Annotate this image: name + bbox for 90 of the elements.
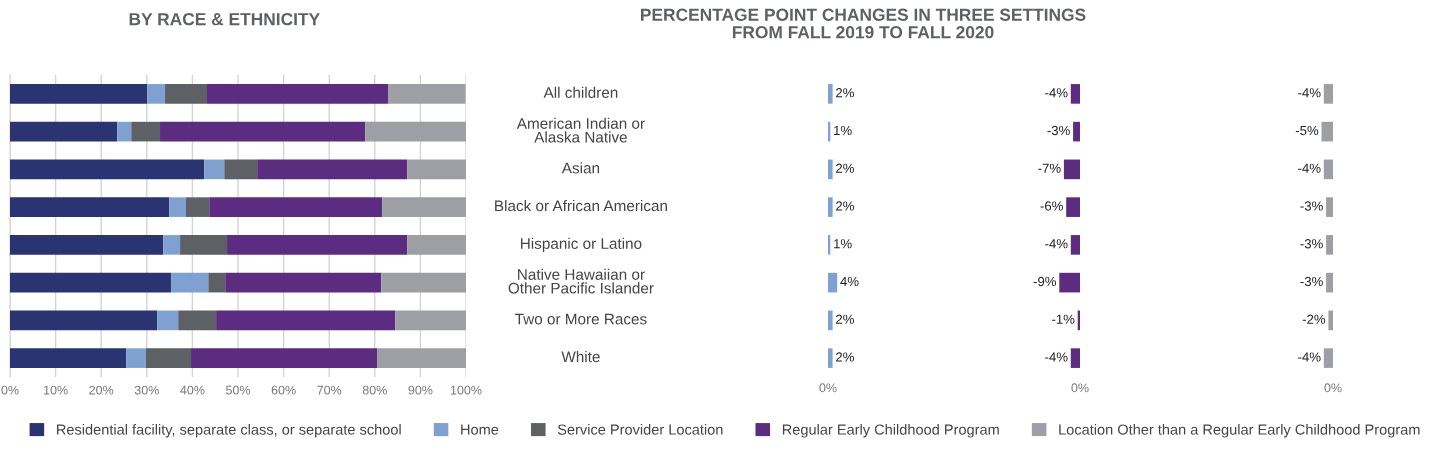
bar [395, 310, 466, 331]
bar [10, 348, 127, 368]
y-tick-label: White [561, 351, 600, 363]
y-tick-label: Native Hawaiian or Other Pacific Islander [508, 268, 654, 294]
x-tick-label: 40% [180, 385, 205, 395]
bar [170, 272, 209, 293]
bar [10, 197, 170, 217]
legend-label: Location Other than a Regular Early Childhood Program [1059, 424, 1420, 438]
bar [407, 159, 466, 180]
bar [407, 235, 466, 255]
data-label: 2% [836, 163, 854, 173]
bar [10, 159, 205, 180]
bar [206, 84, 389, 104]
x-tick-label: 10% [44, 385, 68, 395]
data-label: -4% [1045, 88, 1068, 98]
bar [10, 121, 118, 142]
bar [186, 197, 210, 217]
data-label: 1% [834, 125, 852, 136]
bar [388, 84, 466, 104]
bar [157, 310, 179, 331]
legend-label: Home [461, 424, 499, 435]
bar [382, 197, 466, 217]
legend-label: Regular Early Childhood Program [782, 424, 999, 438]
data-label: 1% [834, 239, 852, 249]
bar [145, 348, 192, 368]
data-label: -2% [1302, 314, 1326, 324]
data-label: 2% [836, 88, 854, 98]
bar [191, 348, 378, 368]
data-label: 2% [836, 314, 854, 324]
chart-title: PERCENTAGE POINT CHANGES IN THREE SETTINGS FROM FALL 2019 TO FALL 2020 [641, 8, 1086, 39]
y-tick-label: All children [543, 86, 618, 98]
data-label: -4% [1045, 352, 1068, 362]
data-label: -5% [1295, 125, 1319, 136]
data-label: -4% [1045, 239, 1068, 249]
legend-label: Residential facility, separate class, or separate school [57, 424, 401, 438]
x-tick-label: 60% [271, 385, 296, 395]
x-tick-label: 70% [317, 385, 342, 395]
bar [208, 272, 226, 293]
bar [10, 310, 158, 331]
bar [216, 310, 396, 331]
data-label: -3% [1047, 125, 1070, 136]
bar [147, 84, 166, 104]
bar [163, 235, 181, 255]
y-tick-label: Asian [561, 162, 600, 174]
bar [169, 197, 187, 217]
data-label: 2% [836, 201, 854, 211]
data-label: -3% [1300, 201, 1323, 211]
data-label: 4% [840, 276, 859, 287]
data-label: -4% [1298, 352, 1321, 362]
bar [224, 159, 258, 180]
bar [381, 272, 466, 293]
bar [165, 84, 207, 104]
y-tick-label: American Indian or Alaska Native [516, 117, 645, 143]
data-label: -7% [1038, 163, 1061, 173]
bar [209, 197, 383, 217]
bar [10, 84, 148, 104]
bar [225, 272, 382, 293]
x-tick-label: 90% [408, 385, 433, 395]
data-label: -6% [1040, 201, 1063, 211]
bar [131, 121, 161, 142]
bar [10, 235, 164, 255]
y-tick-label: Hispanic or Latino [521, 237, 642, 252]
bar [160, 121, 366, 142]
x-tick-label: 100% [450, 385, 482, 395]
bar [126, 348, 146, 368]
bar [377, 348, 466, 368]
x-tick-label: 30% [134, 385, 159, 395]
data-label: -4% [1298, 88, 1321, 98]
data-label: -3% [1300, 276, 1323, 287]
data-label: -1% [1052, 314, 1075, 324]
y-tick-label: Two or More Races [515, 313, 647, 325]
bar [117, 121, 132, 142]
bar [365, 121, 466, 142]
data-label: -4% [1298, 163, 1321, 173]
bar [204, 159, 225, 180]
legend-label: Service Provider Location [557, 424, 723, 435]
chart-title: BY RACE & ETHNICITY [129, 13, 320, 26]
x-tick-label: 80% [362, 385, 387, 395]
bar [178, 310, 217, 331]
x-tick-label: 50% [225, 385, 251, 395]
bar [257, 159, 408, 180]
data-label: -3% [1300, 239, 1323, 249]
bar [180, 235, 228, 255]
x-tick-label: 20% [89, 385, 114, 395]
x-tick-label: 0% [1, 385, 19, 395]
y-tick-label: Black or African American [495, 200, 667, 212]
bar [10, 272, 171, 293]
bar [227, 235, 408, 255]
data-label: -9% [1033, 276, 1057, 287]
data-label: 2% [836, 352, 854, 362]
